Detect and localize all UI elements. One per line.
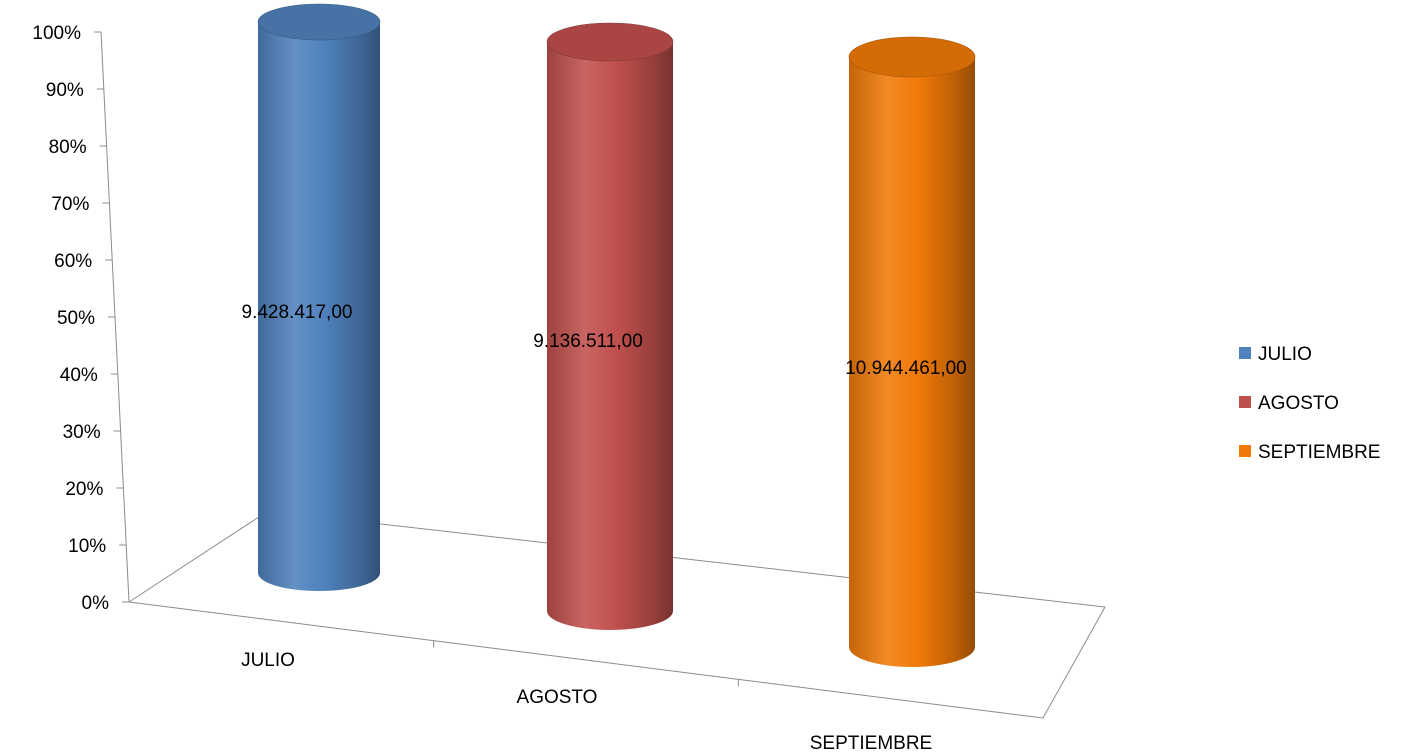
legend-label: AGOSTO xyxy=(1258,393,1339,414)
x-tick-label: AGOSTO xyxy=(517,687,598,708)
y-tick-label: 20% xyxy=(65,479,103,500)
y-tick-label: 80% xyxy=(49,137,87,158)
bar-top-julio xyxy=(257,3,381,41)
bar-agosto xyxy=(547,42,673,630)
x-tick-label: JULIO xyxy=(241,650,295,671)
bar-top-agosto xyxy=(546,22,674,62)
y-tick-label: 30% xyxy=(63,422,101,443)
y-tick-label: 100% xyxy=(32,23,81,44)
legend-swatch xyxy=(1239,445,1251,457)
legend-swatch xyxy=(1239,396,1251,408)
y-tick-label: 50% xyxy=(57,308,95,329)
y-tick-label: 90% xyxy=(46,80,84,101)
x-axis-ticks: JULIO AGOSTO SEPTIEMBRE xyxy=(241,640,932,754)
bar-septiembre xyxy=(849,57,975,667)
legend: JULIO AGOSTO SEPTIEMBRE xyxy=(1239,344,1380,463)
data-labels: 9.428.417,00 9.136.511,00 10.944.461,00 xyxy=(242,302,967,379)
chart-bars xyxy=(257,3,976,667)
y-tick-label: 10% xyxy=(68,536,106,557)
bar-top-septiembre xyxy=(848,36,976,78)
y-tick-label: 60% xyxy=(54,251,92,272)
data-label: 10.944.461,00 xyxy=(845,358,967,379)
x-tick-label: SEPTIEMBRE xyxy=(810,733,932,754)
legend-swatch xyxy=(1239,347,1251,359)
data-label: 9.428.417,00 xyxy=(242,302,353,323)
y-tick-label: 40% xyxy=(60,365,98,386)
bar-julio xyxy=(258,22,380,591)
y-axis-ticks: 0% 10% 20% 30% 40% 50% 60% 70% 80% 90% 100% xyxy=(32,23,129,614)
legend-label: JULIO xyxy=(1258,344,1312,365)
y-tick-label: 70% xyxy=(51,194,89,215)
y-tick-label: 0% xyxy=(82,593,110,614)
legend-label: SEPTIEMBRE xyxy=(1258,442,1380,463)
data-label: 9.136.511,00 xyxy=(533,331,643,352)
